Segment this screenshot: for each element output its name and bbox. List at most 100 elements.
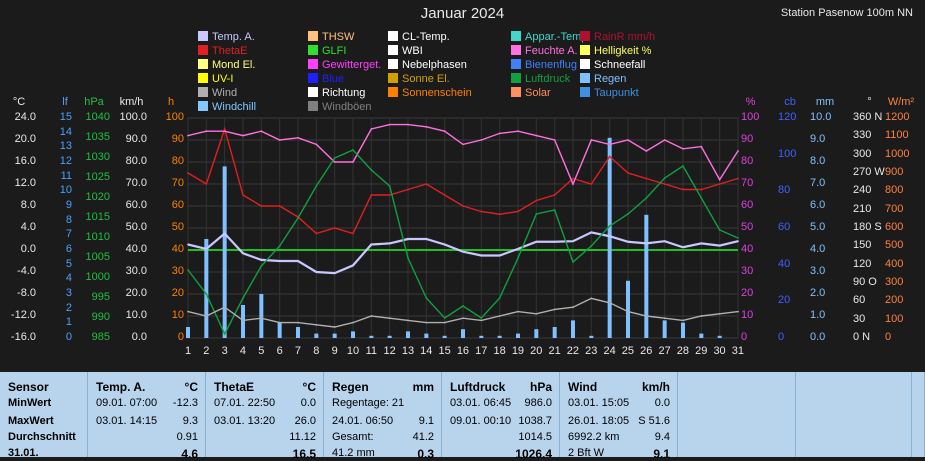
axis-tick-pct: 30 xyxy=(741,265,754,277)
series-point xyxy=(700,242,703,245)
table-cell-value: -12.3 xyxy=(172,397,198,409)
axis-tick-lf: 6 xyxy=(65,243,72,255)
series-point xyxy=(242,319,244,322)
series-point xyxy=(535,199,538,202)
legend-swatch xyxy=(511,45,521,55)
series-point xyxy=(663,183,666,185)
series-point xyxy=(517,210,519,213)
axis-tick-pct: 10 xyxy=(741,309,754,321)
axis-tick-hpa: 1020 xyxy=(85,191,110,203)
legend-label: Sonne El. xyxy=(402,73,450,85)
axis-tick-lf: 2 xyxy=(65,301,72,314)
x-tick-label: 21 xyxy=(548,345,561,357)
series-point xyxy=(187,243,189,246)
series-point xyxy=(608,155,611,158)
axis-unit-pct: % xyxy=(745,96,756,108)
series-point xyxy=(407,188,409,191)
rain-bar xyxy=(681,322,685,338)
series-point xyxy=(645,150,648,152)
rain-bar xyxy=(442,335,447,338)
rain-bar xyxy=(241,305,245,338)
legend-swatch xyxy=(198,73,208,83)
x-tick-label: 31 xyxy=(731,345,745,357)
series-point xyxy=(370,243,373,246)
series-point xyxy=(443,321,446,324)
series-point xyxy=(498,213,501,216)
series-point xyxy=(278,205,281,207)
legend-item: Helligkeit % xyxy=(580,45,651,59)
axis-tick-kmh: 80.0 xyxy=(125,155,147,167)
axis-unit-lf: lf xyxy=(62,96,68,108)
series-point xyxy=(205,183,208,185)
legend-item: Blue xyxy=(308,73,344,87)
legend-swatch xyxy=(580,31,590,41)
axis-tick-cb: 120 xyxy=(778,111,797,123)
legend-swatch xyxy=(308,101,318,111)
legend-item: Gewitterget. xyxy=(308,59,381,73)
table-cell-value: 1026.4 xyxy=(515,447,552,461)
series-point xyxy=(297,136,299,139)
series-point xyxy=(737,237,739,239)
series-point xyxy=(223,306,226,309)
table-unit: °C xyxy=(302,380,316,394)
table-cell-value: 11.12 xyxy=(289,431,316,443)
legend-label: Appar.-Temp. xyxy=(525,31,591,43)
series-point xyxy=(663,139,666,141)
table-column xyxy=(88,372,206,457)
legend-label: Solar xyxy=(525,87,551,99)
rain-bar xyxy=(204,239,209,338)
series-point xyxy=(205,293,208,295)
legend-label: WBI xyxy=(402,45,423,57)
series-point xyxy=(425,125,428,128)
axis-tick-pct: 70 xyxy=(741,177,754,189)
rain-bar xyxy=(516,333,520,338)
legend-label: Richtung xyxy=(322,87,366,99)
axis-tick-deg: 120 xyxy=(853,257,872,270)
axis-tick-lf: 5 xyxy=(65,257,72,270)
axis-tick-mm: 4.0 xyxy=(810,243,826,255)
axis-unit-h: h xyxy=(167,96,175,108)
table-unit: mm xyxy=(412,380,434,394)
axis-tick-cb: 80 xyxy=(778,184,791,197)
series-point xyxy=(682,165,684,167)
series-point xyxy=(627,213,629,215)
rain-bar xyxy=(662,320,667,338)
table-column xyxy=(206,372,324,457)
series-point xyxy=(278,321,281,324)
x-tick-label: 25 xyxy=(621,345,635,357)
series-point xyxy=(187,172,189,174)
rain-bar xyxy=(314,333,319,338)
axis-tick-deg: 90 O xyxy=(853,276,877,288)
series-point xyxy=(443,194,446,196)
series-point xyxy=(260,317,263,320)
axis-tick-h: 100 xyxy=(165,111,184,123)
table-cell-time: 09.01. 07:00 xyxy=(96,397,158,409)
axis-tick-kmh: 20.0 xyxy=(125,287,147,299)
series-point xyxy=(517,310,519,313)
axis-tick-lf: 11 xyxy=(60,169,72,182)
series-point xyxy=(205,130,208,133)
table-cell-value: 4.6 xyxy=(181,447,198,461)
station-label: Station Pasenow 100m NN xyxy=(780,7,913,19)
series-point xyxy=(278,245,281,247)
axis-tick-h: 0 xyxy=(177,331,184,343)
x-tick-label: 11 xyxy=(365,345,377,357)
axis-tick-cb: 100 xyxy=(778,147,797,160)
x-tick-label: 19 xyxy=(511,345,525,357)
series-point xyxy=(498,254,501,257)
x-tick-label: 5 xyxy=(258,345,265,357)
series-point xyxy=(535,312,538,315)
axis-tick-h: 50 xyxy=(171,221,184,233)
series-point xyxy=(443,130,446,133)
table-cell-value: 9.1 xyxy=(418,415,434,427)
series-point xyxy=(370,194,373,196)
table-column xyxy=(678,372,796,457)
legend-item: Wind xyxy=(198,87,237,101)
axis-tick-temp: 4.0 xyxy=(20,221,36,233)
legend-swatch xyxy=(308,59,318,69)
axis-tick-mm: 6.0 xyxy=(810,199,826,211)
series-point xyxy=(462,205,464,207)
series-point xyxy=(333,326,336,328)
axis-tick-cb: 20 xyxy=(778,294,791,307)
series-point xyxy=(590,183,593,185)
